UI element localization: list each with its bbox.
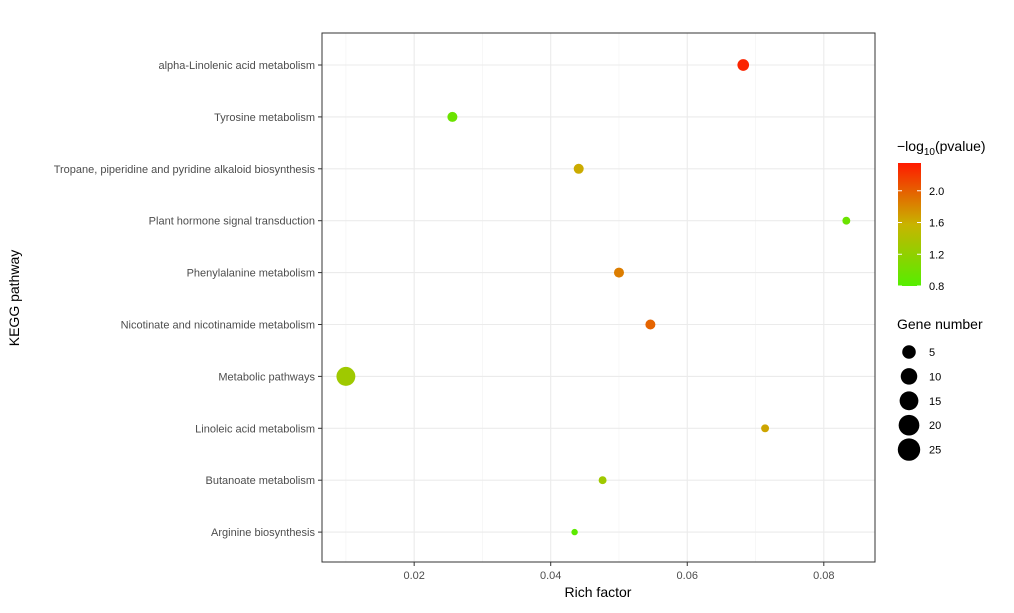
size-legend-circle — [898, 414, 920, 436]
size-legend-label: 10 — [929, 371, 941, 383]
data-points — [336, 59, 851, 536]
color-legend-title-suffix: (pvalue) — [935, 138, 986, 154]
color-legend-title: −log10(pvalue) — [897, 138, 986, 158]
size-legend-label: 5 — [929, 347, 935, 359]
size-legend-items: 5 10 15 20 25 — [897, 345, 941, 461]
y-tick-label: Arginine biosynthesis — [211, 527, 315, 539]
y-tick-label: Metabolic pathways — [218, 371, 315, 383]
color-legend-bar — [898, 163, 921, 286]
size-legend-circle — [902, 345, 916, 359]
x-tick-label: 0.06 — [677, 570, 698, 582]
size-legend-label: 20 — [929, 420, 941, 432]
grid-lines — [322, 33, 875, 562]
size-legend-label: 15 — [929, 396, 941, 408]
data-point — [447, 111, 458, 122]
color-legend-title-subscript: 10 — [924, 147, 936, 158]
x-tick-label: 0.08 — [813, 570, 834, 582]
panel-background — [322, 33, 875, 562]
data-point — [571, 528, 578, 536]
x-tick-label: 0.04 — [540, 570, 561, 582]
colorbar-tick-label: 0.8 — [929, 281, 944, 293]
color-legend: −log10(pvalue) 0.8 1.2 1.6 2.0 — [897, 138, 986, 293]
color-legend-title-prefix: −log — [897, 138, 924, 154]
panel-border — [321, 32, 876, 563]
size-legend-title: Gene number — [897, 316, 983, 332]
size-legend-circle — [899, 391, 919, 411]
data-point — [842, 216, 851, 225]
data-point — [613, 267, 624, 278]
y-axis-label: KEGG pathway — [6, 250, 22, 347]
size-legend: Gene number 5 10 15 20 25 — [897, 316, 983, 461]
y-tick-label: Phenylalanine metabolism — [187, 268, 315, 280]
colorbar-tick-label: 1.6 — [929, 218, 944, 230]
y-tick-label: Linoleic acid metabolism — [195, 423, 315, 435]
x-tick-label: 0.02 — [403, 570, 424, 582]
color-legend-ticks: 0.8 1.2 1.6 2.0 — [898, 186, 944, 293]
y-axis: alpha-Linolenic acid metabolism Tyrosine … — [54, 60, 322, 539]
y-tick-label: Tropane, piperidine and pyridine alkaloi… — [54, 164, 316, 176]
size-legend-circle — [897, 438, 921, 461]
y-tick-label: Plant hormone signal transduction — [149, 216, 315, 228]
x-axis-label: Rich factor — [565, 584, 632, 600]
y-tick-label: Tyrosine metabolism — [214, 112, 315, 124]
size-legend-circle — [900, 368, 918, 385]
size-legend-label: 25 — [929, 445, 941, 457]
data-point — [737, 59, 750, 71]
x-axis: 0.02 0.04 0.06 0.08 — [403, 562, 835, 582]
data-point — [573, 163, 584, 174]
colorbar-tick-label: 1.2 — [929, 249, 944, 261]
colorbar-tick-label: 2.0 — [929, 186, 944, 198]
data-point — [336, 366, 356, 386]
y-tick-label: alpha-Linolenic acid metabolism — [158, 60, 315, 72]
data-point — [761, 424, 770, 433]
data-point — [645, 319, 656, 330]
y-tick-label: Nicotinate and nicotinamide metabolism — [121, 320, 315, 332]
data-point — [598, 476, 607, 485]
y-tick-label: Butanoate metabolism — [206, 475, 315, 487]
